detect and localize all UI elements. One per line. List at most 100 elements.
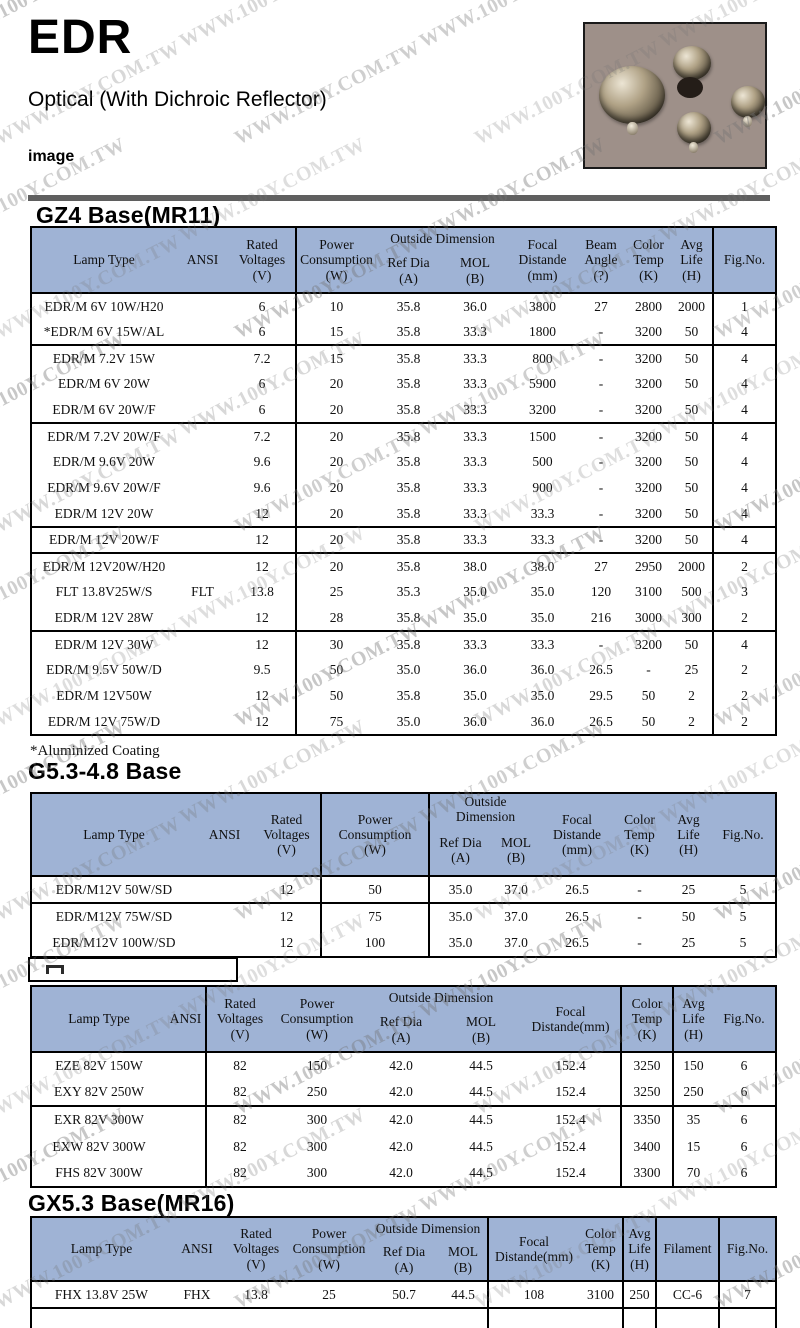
col-header-rated-voltages: Rated Voltages (V) [253,793,321,877]
table-cell: 4 [712,449,776,475]
table-cell: 29.5 [589,688,613,703]
col-header-outside-dimension: Outside Dimension [376,227,509,249]
table-cell: 42.0 [389,1084,413,1099]
table-cell [655,1307,719,1328]
table-cell: 7.2 [229,422,296,449]
table-cell: 35 [672,1105,713,1133]
table-cell [196,902,253,931]
table-cell: - [576,422,626,449]
table-cell [166,1105,206,1133]
col-header-avg-life: Avg Life (H) [666,793,711,877]
table-cell: 50 [641,713,656,729]
col-header-lamp-type: Lamp Type [31,227,176,293]
table-cell: 44.5 [469,1165,493,1180]
table-cell: 35.3 [396,584,421,599]
table-cell: EZE 82V 150W [55,1058,143,1073]
table-cell: EDR/M 7.2V 20W/F [31,422,176,449]
table-cell: 44.5 [469,1084,493,1099]
col-header-avg-life: Avg Life (H) [672,986,713,1052]
col-header-focal-distance: Focal Distande(mm) [487,1217,579,1281]
table-cell: 6 [713,1105,776,1133]
table-cell: 20 [295,552,376,579]
table-cell: 1500 [509,422,576,449]
col-header-ref-dia: Ref Dia (A) [428,824,491,877]
table-cell: 35.0 [396,662,421,677]
table-cell: 50 [684,376,699,391]
col-header-outside-dimension: Outside Dimension [369,1217,488,1239]
table-cell: 3200 [635,376,662,391]
table-cell: 36.0 [463,713,487,729]
col-header-color-temp: Color Temp (K) [613,793,666,877]
table-cell [196,876,253,903]
figure-placeholder-box [28,957,238,982]
table-cell [166,1052,206,1079]
table-cell [579,1307,623,1328]
table-cell: 25 [684,662,699,677]
table-cell: 35.8 [396,454,421,469]
table-cell: 70 [672,1160,713,1187]
table-cell: 3400 [620,1133,673,1160]
table-cell: 26.5 [541,902,613,931]
table-cell: 3200 [635,505,662,521]
table-cell: EDR/M 9.6V 20W/F [47,480,161,495]
table-cell [176,319,229,345]
col-header-mol: MOL (B) [439,1239,488,1281]
table-cell: 30 [295,630,376,657]
col-header-fig-no: Fig.No. [718,1217,776,1281]
table-cell: EXY 82V 250W [54,1084,144,1099]
table-cell: 44.5 [441,1105,521,1133]
table-cell: EDR/M 6V 20W [57,376,150,391]
table-cell: 300 [273,1105,361,1133]
col-header-lamp-type: Lamp Type [31,986,166,1052]
table-cell: 50 [684,323,699,339]
col-header-power: Power Consumption (W) [289,1217,369,1281]
table-cell [176,397,229,423]
table-cell: EDR/M 12V 20W [54,505,154,521]
page-title: EDR [28,11,133,64]
table-cell: FHX [183,1286,211,1302]
table-cell: EDR/M 12V 75W/D [47,713,161,729]
table-cell: 50.7 [392,1286,416,1302]
col-header-focal-distance: Focal Distande(mm) [521,986,621,1052]
table-cell: 2000 [671,552,713,579]
table-cell: FLT 13.8V25W/S [55,584,153,599]
col-header-power: Power Consumption (W) [273,986,361,1052]
table-cell [223,1307,289,1328]
table-cell: 500 [532,454,553,469]
table-cell: 250 [672,1079,713,1106]
table-cell: 50 [684,454,699,469]
lamp-pin [743,116,752,127]
table-cell: 36.0 [463,298,487,314]
table-cell: 33.3 [441,630,509,657]
table-row: EDR/M 7.2V 20W/F 7.2 20 35.8 33.3 1500-3200 50… [31,422,776,449]
table-cell [487,1307,579,1328]
table-cell [289,1307,369,1328]
table-cell [176,449,229,475]
spec-table-gz4: Lamp Type ANSI Rated Voltages (V) Power … [30,226,777,736]
col-header-lamp-type: Lamp Type [31,793,196,877]
col-header-ansi: ANSI [166,986,206,1052]
table-cell: FHS 82V 300W [55,1165,143,1180]
table-cell: 9.6 [253,480,271,495]
table-cell: 152.4 [555,1084,586,1099]
table-cell: EDR/M 12V 20W/F [31,526,176,553]
table-cell [439,1307,488,1328]
table-cell: 4 [712,630,776,657]
table-cell: 27 [594,298,608,314]
table-cell: 35.8 [396,480,421,495]
table-cell: 25 [322,1286,336,1302]
table-cell: 20 [295,475,376,501]
table-cell: 42.0 [389,1058,413,1073]
table-cell: 33.3 [463,505,487,521]
table-cell: 1 [712,293,776,319]
table-cell: 6 [258,298,266,314]
table-cell: 35.8 [376,344,441,371]
table-row: EDR/M12V 100W/SD 12 100 35.0 37.0 26.5 - 25 5 [31,930,776,958]
table-cell: 3200 [635,480,662,495]
table-row: EDR/M12V 75W/SD 12 75 35.0 37.0 26.5-50 5 [31,902,776,931]
table-cell: 75 [295,709,376,735]
table-cell: 35.0 [530,584,555,599]
table-cell: 152.4 [555,1165,586,1180]
table-cell: 35.8 [396,323,421,339]
table-cell: 3100 [587,1286,614,1302]
